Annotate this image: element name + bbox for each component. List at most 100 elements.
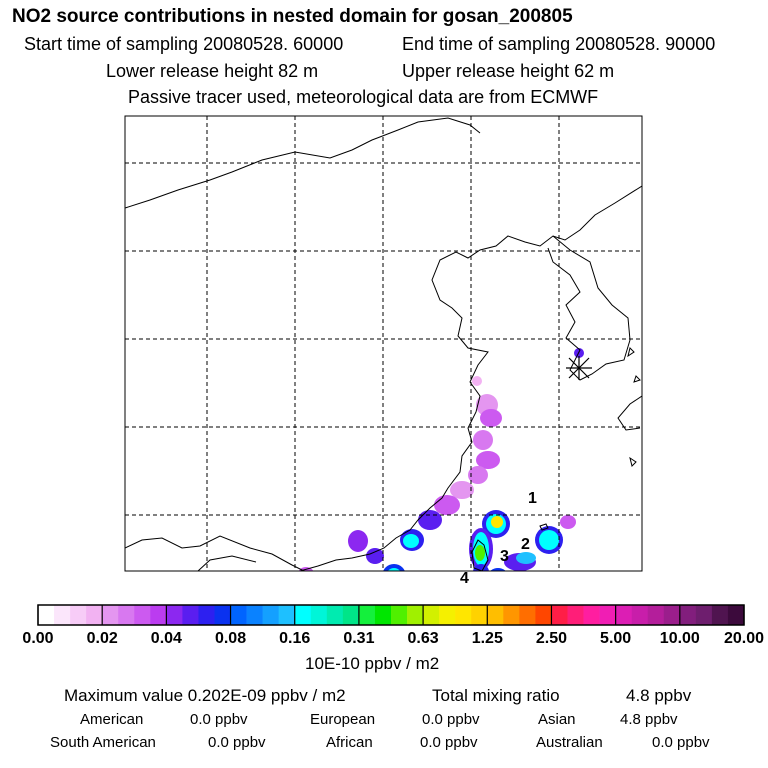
colorbar-cell <box>663 605 681 625</box>
upper-release-height: Upper release height 62 m <box>402 61 615 81</box>
colorbar-cell <box>679 605 697 625</box>
coastline-north <box>125 117 481 209</box>
colorbar-cell <box>182 605 199 625</box>
border-line-2 <box>197 555 257 571</box>
colorbar-cell <box>342 605 360 625</box>
colorbar-cell <box>407 605 424 625</box>
colorbar-cell <box>246 605 263 625</box>
colorbar-tick-label: 0.00 <box>22 630 54 647</box>
coastline-mainland <box>299 185 642 571</box>
plume-cell <box>403 534 419 548</box>
coastline-taiwan <box>471 539 489 571</box>
colorbar-tick-label: 0.02 <box>86 630 118 647</box>
plume-cell <box>475 545 485 561</box>
colorbar-cell <box>583 605 600 625</box>
colorbar-cell <box>54 605 71 625</box>
island-4 <box>629 456 637 467</box>
colorbar-cell <box>471 605 488 625</box>
coastlines <box>125 117 642 571</box>
colorbar-units: 10E-10 ppbv / m2 <box>305 654 440 673</box>
plume-cell <box>491 516 503 528</box>
colorbar-cell <box>278 605 296 625</box>
region-value-asian: 4.8 ppbv <box>620 711 678 728</box>
colorbar-cell <box>214 605 231 625</box>
region-value-australian: 0.0 ppbv <box>652 734 710 751</box>
colorbar-cell <box>86 605 103 625</box>
plume-cell <box>476 451 500 469</box>
colorbar-frame <box>37 604 745 626</box>
colorbar-tick-label: 1.25 <box>471 630 503 647</box>
source-label-3: 3 <box>500 548 509 565</box>
colorbar-tick-label: 0.31 <box>343 630 375 647</box>
colorbar-cell <box>391 605 408 625</box>
colorbar <box>37 604 745 626</box>
maximum-value: Maximum value 0.202E-09 ppbv / m2 <box>64 686 346 705</box>
plume-cell <box>480 409 502 427</box>
island-2 <box>633 375 641 383</box>
plume-cell <box>434 495 460 515</box>
colorbar-tick-label: 20.00 <box>723 630 765 647</box>
source-label-2: 2 <box>521 536 530 553</box>
coastline-korea <box>547 235 631 381</box>
colorbar-tick-label: 2.50 <box>535 630 568 647</box>
lower-release-height: Lower release height 82 m <box>106 61 319 81</box>
plume-cell <box>473 564 489 571</box>
colorbar-cell <box>198 605 215 625</box>
colorbar-cell <box>487 605 504 625</box>
colorbar-tick-label: 0.04 <box>150 630 182 647</box>
region-name-european: European <box>310 711 376 728</box>
colorbar-cell <box>503 605 520 625</box>
region-value-south-american: 0.0 ppbv <box>208 734 266 751</box>
source-label-4: 4 <box>460 570 469 587</box>
coastline-japan <box>617 395 642 431</box>
colorbar-cell <box>294 605 312 625</box>
colorbar-cell <box>567 605 584 625</box>
colorbar-cell <box>647 605 665 625</box>
colorbar-tick-label: 0.63 <box>407 630 439 647</box>
region-name-african: African <box>326 734 373 751</box>
plume-cell <box>539 530 559 550</box>
colorbar-tick-label: 0.08 <box>214 630 247 647</box>
plume-cell <box>450 481 474 499</box>
tracer-note: Passive tracer used, meteorological data… <box>128 87 599 107</box>
colorbar-cell <box>38 605 55 625</box>
colorbar-cell <box>374 605 392 625</box>
colorbar-tick-label: 5.00 <box>600 630 632 647</box>
plume-cell <box>468 466 488 484</box>
total-mixing-ratio-value: 4.8 ppbv <box>626 686 692 705</box>
plume-cell <box>366 548 384 564</box>
colorbar-cell <box>230 605 247 625</box>
colorbar-cell <box>70 605 87 625</box>
colorbar-cell <box>310 605 328 625</box>
colorbar-cell <box>326 605 344 625</box>
map-frame <box>124 115 643 572</box>
plume-cell <box>494 571 506 581</box>
plume-cell <box>490 568 506 571</box>
region-name-asian: Asian <box>538 711 576 728</box>
start-time-label: Start time of sampling 20080528. 60000 <box>24 34 344 54</box>
colorbar-cell <box>599 605 616 625</box>
colorbar-cell <box>423 605 440 625</box>
colorbar-cell <box>358 605 376 625</box>
colorbar-cell <box>134 605 151 625</box>
plume-cell <box>348 530 368 552</box>
island-3 <box>539 523 549 531</box>
source-label-1: 1 <box>528 490 537 507</box>
region-name-south-american: South American <box>50 734 156 751</box>
region-name-australian: Australian <box>536 734 603 751</box>
border-line-1 <box>125 535 305 571</box>
colorbar-cell <box>455 605 472 625</box>
colorbar-cell <box>262 605 279 625</box>
plume-cell <box>387 568 401 571</box>
region-value-american: 0.0 ppbv <box>190 711 248 728</box>
colorbar-cell <box>150 605 167 625</box>
colorbar-cell <box>118 605 135 625</box>
plume-cell <box>472 376 482 386</box>
colorbar-cell <box>519 605 536 625</box>
colorbar-cell <box>535 605 552 625</box>
receptor-marker <box>566 356 592 380</box>
end-time-label: End time of sampling 20080528. 90000 <box>402 34 716 54</box>
island-1 <box>627 347 635 358</box>
region-name-american: American <box>80 711 144 728</box>
